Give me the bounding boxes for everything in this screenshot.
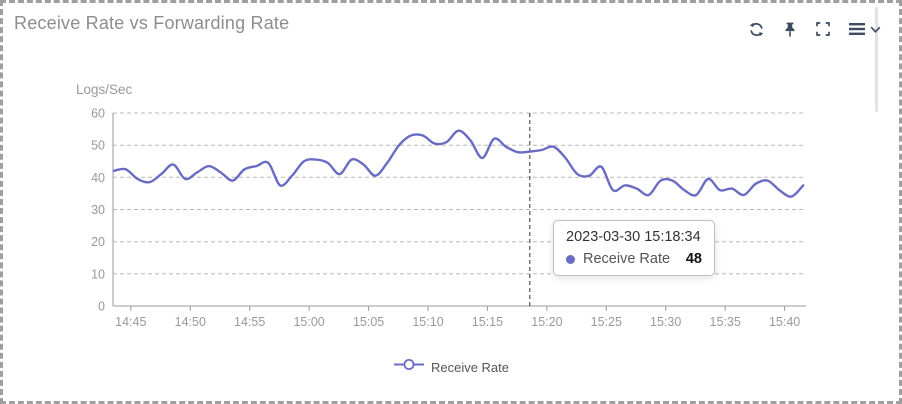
svg-text:15:05: 15:05 bbox=[353, 315, 384, 329]
y-axis-title: Logs/Sec bbox=[76, 82, 133, 97]
refresh-icon bbox=[748, 21, 765, 38]
menu-button[interactable] bbox=[846, 18, 883, 40]
svg-text:14:55: 14:55 bbox=[234, 315, 265, 329]
svg-text:15:30: 15:30 bbox=[650, 315, 681, 329]
chart-tooltip: 2023-03-30 15:18:34 Receive Rate 48 bbox=[553, 220, 715, 276]
svg-text:0: 0 bbox=[98, 300, 105, 314]
chevron-down-icon bbox=[870, 25, 881, 34]
legend-item-receive-rate[interactable]: Receive Rate bbox=[393, 357, 509, 377]
line-chart[interactable]: 0 10 20 30 40 50 60 14:45 14:50 14:55 15:00 15:05 15… bbox=[3, 3, 902, 404]
pin-icon bbox=[782, 21, 798, 38]
svg-text:15:40: 15:40 bbox=[769, 315, 800, 329]
menu-icon bbox=[848, 22, 866, 36]
panel-toolbar bbox=[746, 18, 883, 40]
svg-text:50: 50 bbox=[91, 139, 105, 153]
series-color-dot-icon bbox=[566, 254, 575, 264]
svg-text:15:10: 15:10 bbox=[412, 315, 443, 329]
svg-text:20: 20 bbox=[91, 235, 105, 249]
svg-text:15:35: 15:35 bbox=[710, 315, 741, 329]
svg-text:10: 10 bbox=[91, 267, 105, 281]
legend-item-label: Receive Rate bbox=[430, 359, 510, 375]
svg-text:15:15: 15:15 bbox=[472, 315, 503, 329]
tooltip-series-row: Receive Rate 48 bbox=[566, 251, 702, 267]
svg-text:60: 60 bbox=[91, 107, 105, 121]
tooltip-series-value: 48 bbox=[685, 251, 702, 267]
svg-text:14:50: 14:50 bbox=[175, 315, 206, 329]
fullscreen-icon bbox=[815, 21, 831, 37]
vertical-scrollbar-thumb[interactable] bbox=[875, 7, 878, 112]
svg-text:14:45: 14:45 bbox=[115, 315, 146, 329]
svg-text:15:20: 15:20 bbox=[531, 315, 562, 329]
chart-legend: Receive Rate bbox=[3, 357, 899, 377]
svg-text:15:25: 15:25 bbox=[591, 315, 622, 329]
page-title: Receive Rate vs Forwarding Rate bbox=[14, 13, 290, 33]
tooltip-series-name: Receive Rate bbox=[583, 251, 671, 267]
pin-button[interactable] bbox=[780, 18, 800, 40]
fullscreen-button[interactable] bbox=[813, 18, 833, 40]
svg-text:40: 40 bbox=[91, 171, 105, 185]
tooltip-timestamp: 2023-03-30 15:18:34 bbox=[566, 229, 701, 245]
svg-text:15:00: 15:00 bbox=[293, 315, 324, 329]
svg-text:30: 30 bbox=[91, 203, 105, 217]
legend-line-marker-icon bbox=[393, 357, 425, 377]
refresh-button[interactable] bbox=[746, 18, 767, 40]
